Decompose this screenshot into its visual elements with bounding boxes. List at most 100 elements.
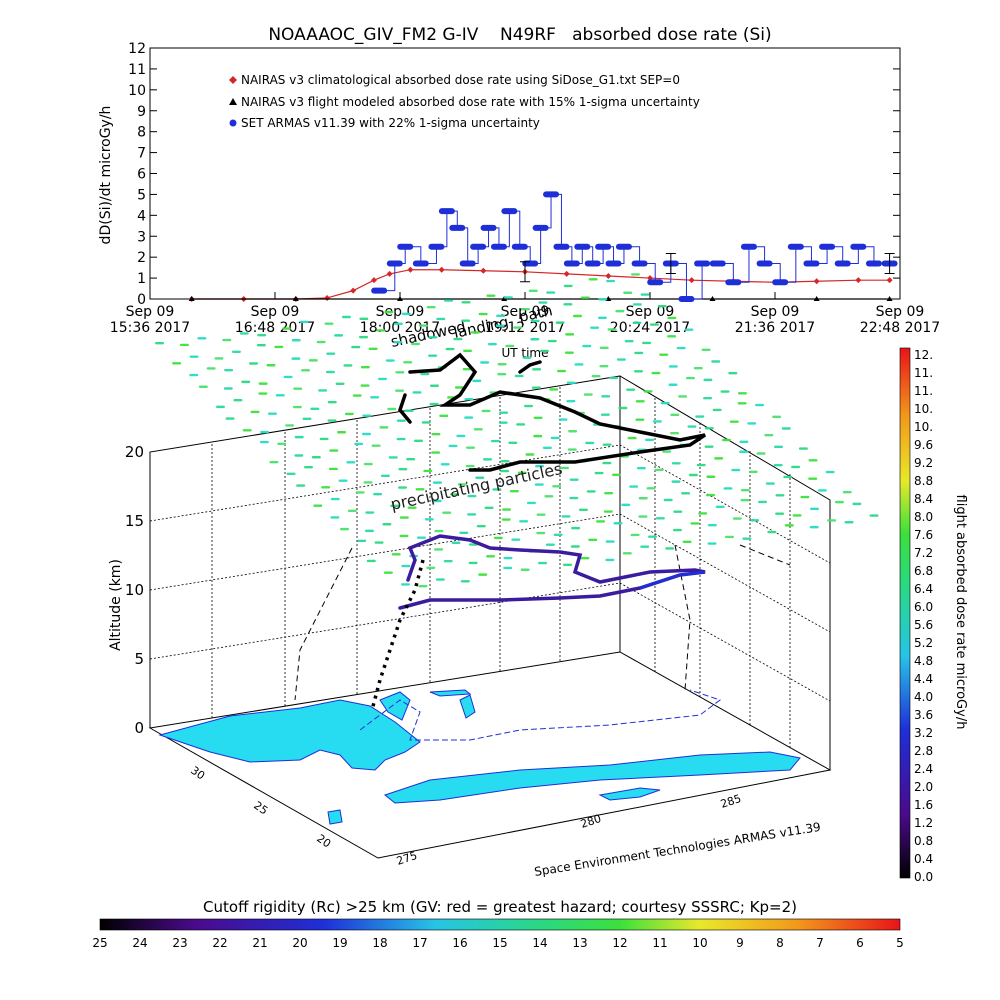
particle-mark bbox=[712, 408, 722, 412]
particle-mark bbox=[359, 317, 369, 320]
layer-track bbox=[398, 352, 706, 472]
particle-mark bbox=[773, 464, 783, 467]
particle-mark bbox=[328, 467, 338, 471]
right-colorbar-tick: 6.0 bbox=[914, 600, 933, 614]
particle-mark bbox=[707, 523, 717, 527]
particle-mark bbox=[622, 552, 632, 555]
particle-mark bbox=[632, 303, 642, 306]
particle-mark bbox=[363, 481, 373, 484]
particle-mark bbox=[428, 354, 438, 357]
particle-mark bbox=[739, 450, 749, 453]
armas-point bbox=[511, 243, 528, 250]
particle-mark bbox=[368, 347, 378, 351]
particle-mark bbox=[758, 500, 768, 504]
particle-mark bbox=[545, 543, 555, 546]
right-colorbar-tick: 4.8 bbox=[914, 654, 933, 668]
particle-mark bbox=[599, 346, 609, 350]
particle-mark bbox=[775, 494, 785, 497]
particle-mark bbox=[580, 557, 590, 560]
lat-tick-20: 20 bbox=[314, 832, 333, 851]
particle-mark bbox=[445, 347, 455, 351]
particle-mark bbox=[390, 504, 400, 508]
particle-mark bbox=[364, 529, 374, 533]
legend-label-nairas-clim: NAIRAS v3 climatological absorbed dose r… bbox=[241, 73, 680, 87]
particle-mark bbox=[737, 392, 747, 395]
particle-mark bbox=[198, 385, 208, 388]
particle-mark bbox=[478, 312, 488, 316]
particle-mark bbox=[701, 348, 711, 351]
y-tick-label: 11 bbox=[128, 62, 146, 78]
drop-line-2 bbox=[674, 544, 691, 691]
particle-mark bbox=[398, 467, 408, 471]
particle-mark bbox=[723, 487, 733, 490]
error-bar bbox=[520, 261, 530, 283]
particle-mark bbox=[401, 312, 411, 316]
bottom-colorbar-tick: 15 bbox=[492, 936, 507, 950]
y-tick-label: 12 bbox=[128, 41, 146, 57]
particle-mark bbox=[431, 432, 441, 436]
particle-mark bbox=[393, 341, 403, 344]
particle-mark bbox=[670, 431, 680, 435]
flight-track bbox=[398, 534, 706, 610]
particle-mark bbox=[688, 473, 698, 477]
armas-point bbox=[631, 260, 648, 267]
particle-mark bbox=[640, 545, 650, 548]
land-florida bbox=[379, 691, 411, 721]
particle-mark bbox=[624, 340, 634, 343]
top-chart-title: NOAAAOC_GIV_FM2 G-IV N49RF absorbed dose… bbox=[268, 25, 771, 45]
particle-mark bbox=[704, 427, 714, 430]
particle-mark bbox=[473, 428, 483, 431]
particle-mark bbox=[492, 488, 502, 491]
particle-mark bbox=[291, 357, 301, 360]
particle-mark bbox=[539, 349, 549, 353]
particle-mark bbox=[293, 387, 303, 390]
particle-mark bbox=[500, 469, 510, 473]
bottom-colorbar-tick: 11 bbox=[652, 936, 667, 950]
land-bahamas-1 bbox=[459, 694, 476, 719]
particle-mark bbox=[429, 402, 439, 406]
y-tick-label: 1 bbox=[137, 271, 146, 287]
particle-mark bbox=[476, 524, 486, 528]
particle-mark bbox=[303, 466, 313, 469]
particle-mark bbox=[544, 495, 554, 498]
x-tick-date: Sep 09 bbox=[626, 304, 675, 320]
particle-mark bbox=[606, 279, 616, 283]
right-colorbar-tick: 2.0 bbox=[914, 780, 933, 794]
particle-mark bbox=[365, 511, 375, 514]
particle-mark bbox=[249, 362, 259, 365]
land-bahamas-2 bbox=[429, 689, 472, 697]
bottom-colorbar-tick: 14 bbox=[532, 936, 547, 950]
particle-mark bbox=[696, 463, 706, 467]
particle-mark bbox=[572, 314, 582, 318]
right-colorbar-tick: 8.4 bbox=[914, 492, 933, 506]
particle-mark bbox=[421, 421, 431, 424]
nairas-clim-point bbox=[386, 270, 393, 277]
particle-mark bbox=[313, 504, 323, 507]
particle-mark bbox=[765, 482, 775, 485]
particle-mark bbox=[467, 494, 477, 498]
particle-mark bbox=[533, 434, 543, 438]
particle-mark bbox=[609, 376, 619, 380]
y-tick-label: 4 bbox=[137, 208, 146, 224]
nairas-flight-point bbox=[397, 296, 403, 301]
particle-mark bbox=[283, 375, 293, 379]
bottom-colorbar-tick: 5 bbox=[896, 936, 904, 950]
top-legend: NAIRAS v3 climatological absorbed dose r… bbox=[229, 73, 700, 130]
bottom-colorbar-ticks: 25 24 23 22 21 20 19 18 17 16 15 14 13 12 11 10 9 8 7 6 5 bbox=[92, 936, 903, 950]
particle-mark bbox=[648, 535, 658, 538]
particle-mark bbox=[451, 541, 461, 544]
altitude-tick-label: 20 bbox=[125, 443, 144, 461]
particle-mark bbox=[444, 299, 454, 302]
lon-tick-285: 285 bbox=[719, 792, 743, 811]
drop-line-1 bbox=[294, 547, 353, 701]
nairas-clim-point bbox=[350, 287, 357, 294]
particle-mark bbox=[566, 399, 576, 403]
particle-mark bbox=[395, 371, 405, 374]
particle-mark bbox=[418, 324, 428, 327]
wall-grid bbox=[149, 385, 831, 748]
particle-mark bbox=[755, 403, 765, 407]
bottom-colorbar-tick: 23 bbox=[172, 936, 187, 950]
particle-mark bbox=[520, 568, 530, 571]
bottom-colorbar-tick: 8 bbox=[776, 936, 784, 950]
particle-mark bbox=[825, 470, 835, 474]
